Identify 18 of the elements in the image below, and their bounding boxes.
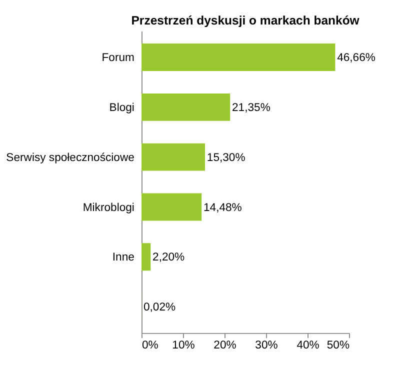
x-tick-label: 20% xyxy=(214,340,236,352)
x-tick-label: 10% xyxy=(172,340,195,352)
x-tick-label: 30% xyxy=(255,340,278,352)
y-tick-label: Inne xyxy=(112,252,134,264)
x-tick-label: 0% xyxy=(142,340,158,352)
y-tick-label: Serwisy społecznościowe xyxy=(6,152,134,164)
x-tick-label: 50% xyxy=(326,340,350,352)
y-tick-label: Blogi xyxy=(109,102,134,114)
y-tick-label: Forum xyxy=(102,52,134,64)
data-label: 14,48% xyxy=(204,202,242,214)
data-label: 0,02% xyxy=(143,302,176,314)
x-tick-label: 40% xyxy=(296,340,320,352)
data-label: 15,30% xyxy=(206,152,246,164)
data-label: 46,66% xyxy=(337,52,376,64)
chart-title: Przestrzeń dyskusji o markach banków xyxy=(131,13,360,28)
data-label: 2,20% xyxy=(152,252,185,264)
data-label: 21,35% xyxy=(232,102,270,114)
y-tick-label: Mikroblogi xyxy=(82,202,134,214)
